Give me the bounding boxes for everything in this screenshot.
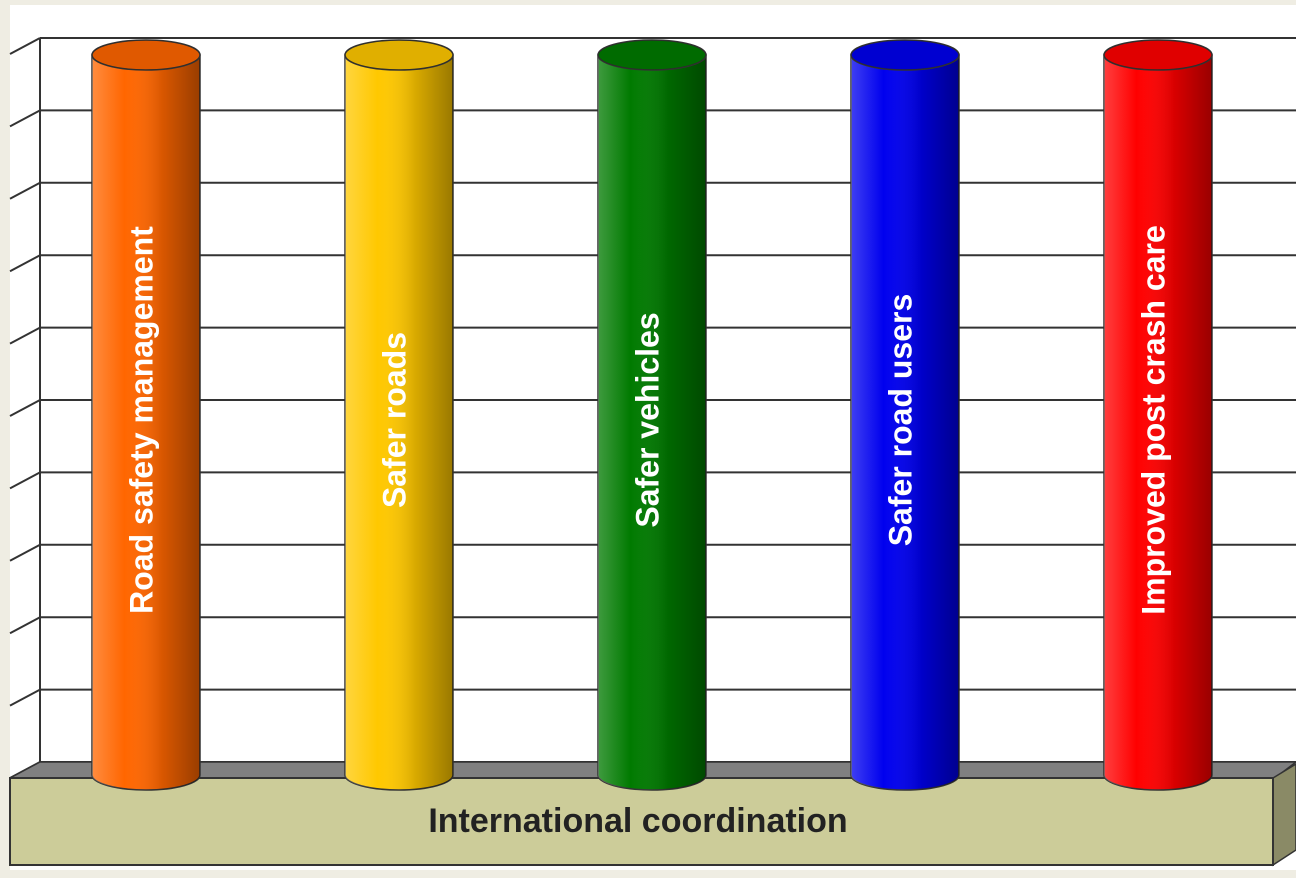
side-line bbox=[9, 616, 41, 635]
pillar-shade bbox=[1104, 55, 1212, 790]
pillar-label: Improved post crash care bbox=[1135, 225, 1171, 614]
side-line bbox=[9, 181, 41, 200]
pillar-top-shade bbox=[1104, 40, 1212, 70]
pillars: Road safety management Safer roads Safer v… bbox=[91, 39, 1213, 791]
pillar: Safer roads bbox=[344, 39, 454, 791]
base-label: International coordination bbox=[428, 802, 847, 840]
pillar-top-shade bbox=[851, 40, 959, 70]
pillar-label: Safer roads bbox=[376, 332, 412, 508]
pillar: Road safety management bbox=[91, 39, 201, 791]
side-line bbox=[9, 326, 41, 345]
pillar-label: Road safety management bbox=[123, 226, 159, 614]
pillar-top-shade bbox=[92, 40, 200, 70]
pillar-label: Safer vehicles bbox=[629, 312, 665, 527]
pillar-shade bbox=[345, 55, 453, 790]
side-line bbox=[9, 543, 41, 562]
pillar-shade bbox=[92, 55, 200, 790]
side-line bbox=[9, 37, 41, 55]
pillar-top bbox=[91, 39, 201, 71]
base bbox=[9, 777, 1274, 866]
pillar-top-shade bbox=[345, 40, 453, 70]
pillar: Safer vehicles bbox=[597, 39, 707, 791]
pillar-shade bbox=[598, 55, 706, 790]
pillar-top bbox=[1103, 39, 1213, 71]
side-line bbox=[9, 471, 41, 490]
pillar-top bbox=[850, 39, 960, 71]
side-line bbox=[9, 109, 41, 128]
side-line bbox=[9, 254, 41, 273]
pillar-top bbox=[597, 39, 707, 71]
pillar-top bbox=[344, 39, 454, 71]
pillar-shade bbox=[851, 55, 959, 790]
pillar: Safer road users bbox=[850, 39, 960, 791]
pillar-top-shade bbox=[598, 40, 706, 70]
pillar-label: Safer road users bbox=[882, 294, 918, 547]
pillar: Improved post crash care bbox=[1103, 39, 1213, 791]
side-line bbox=[9, 399, 41, 417]
base-side bbox=[1272, 763, 1296, 867]
side-line bbox=[9, 688, 41, 707]
